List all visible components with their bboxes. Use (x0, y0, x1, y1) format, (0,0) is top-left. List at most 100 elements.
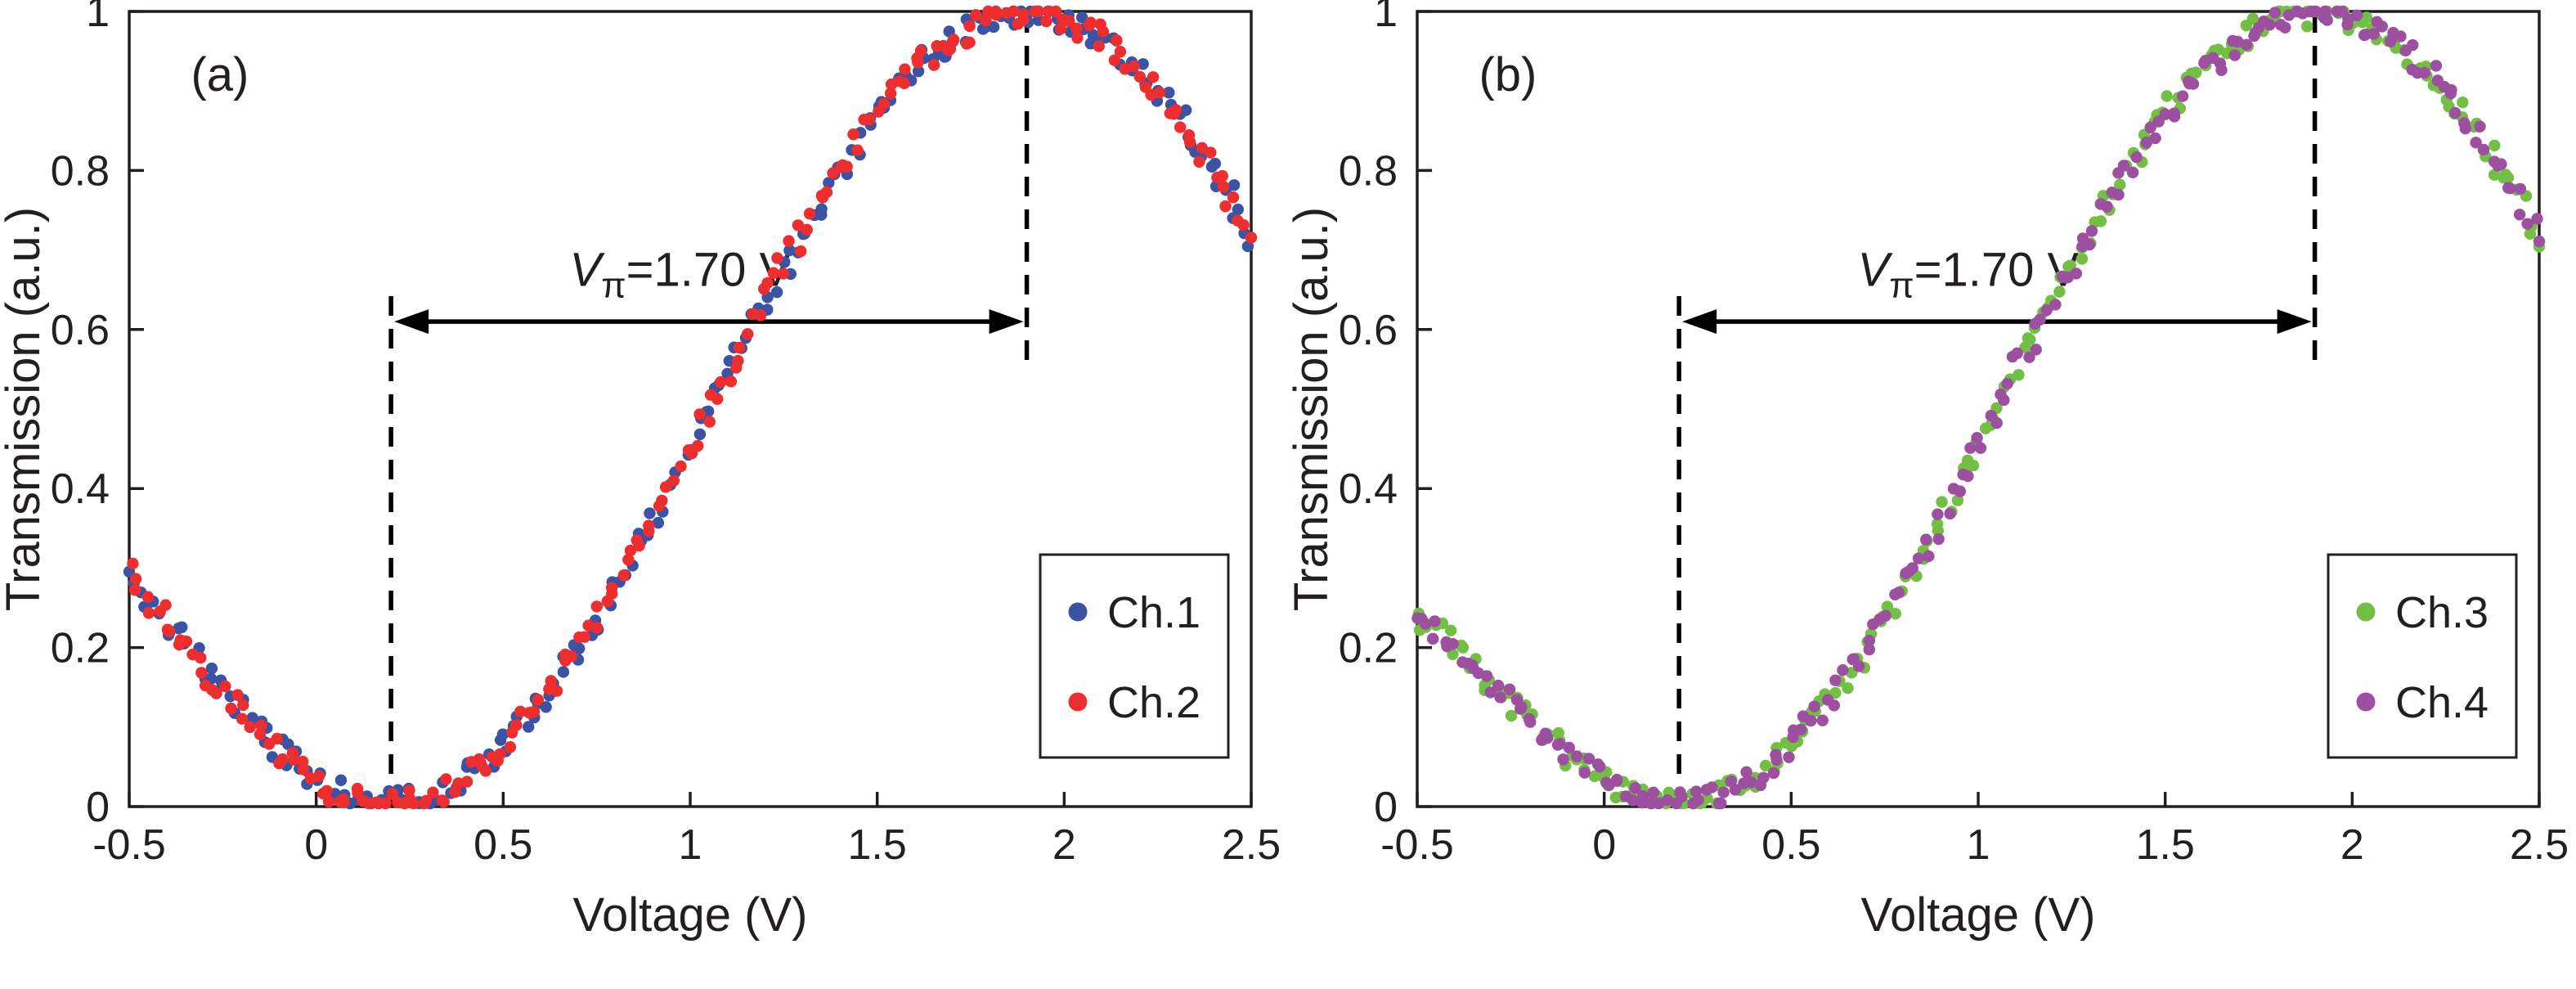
data-point (2445, 83, 2457, 97)
data-point (1729, 784, 1742, 796)
data-point (1647, 786, 1660, 798)
vpi-arrow-head-left (1682, 309, 1717, 335)
data-point (312, 770, 325, 782)
data-point (2474, 120, 2486, 133)
axis-ticks: -0.5 0 0.5 1 1.5 2 2.500.20.40.60.81 (1339, 0, 2569, 869)
data-point (823, 177, 835, 189)
data-point (1216, 169, 1228, 182)
data-point (271, 732, 283, 745)
data-point (276, 753, 289, 766)
data-point (173, 623, 185, 635)
data-point (1183, 136, 1196, 148)
panel-label: (b) (1479, 48, 1537, 101)
data-point (420, 794, 433, 807)
vpi-arrow-head-left (394, 309, 429, 335)
legend-marker-ch1 (1068, 602, 1088, 622)
data-point (1828, 699, 1840, 712)
data-point (1816, 714, 1829, 726)
data-point (899, 63, 911, 75)
data-point (1108, 54, 1121, 66)
data-point (407, 797, 420, 810)
data-point (1676, 790, 1688, 802)
data-point (942, 44, 955, 56)
data-point (1050, 5, 1062, 18)
data-point (643, 519, 655, 532)
data-point (1923, 550, 1935, 563)
data-point (732, 354, 744, 367)
data-point (2521, 218, 2533, 230)
data-point (2430, 60, 2443, 72)
data-point (1944, 507, 1956, 520)
data-point (1829, 674, 1842, 686)
y-tick-label: 0.8 (1339, 147, 1398, 195)
data-point (1808, 700, 1820, 713)
data-point (2159, 108, 2171, 120)
data-point (532, 694, 545, 706)
legend-label-ch3: Ch.3 (2395, 588, 2488, 637)
data-point (617, 569, 630, 582)
data-point (522, 721, 535, 733)
data-point (703, 416, 716, 428)
y-tick-label: 0 (1374, 784, 1398, 831)
data-point (1097, 25, 1110, 38)
data-point (1557, 753, 1569, 766)
legend: Ch.3 Ch.4 (2327, 553, 2518, 759)
data-point (2513, 209, 2526, 221)
data-point (1032, 5, 1044, 18)
data-point (2060, 271, 2072, 284)
data-point (1444, 624, 1457, 636)
data-point (504, 741, 517, 753)
data-point (1852, 660, 1865, 672)
data-point (2126, 166, 2139, 179)
data-point (334, 774, 348, 787)
x-tick-label: 2 (2340, 821, 2364, 869)
data-point (321, 784, 333, 797)
data-point (693, 428, 707, 441)
data-point (2269, 7, 2282, 19)
data-point (1627, 794, 1640, 807)
y-tick-label: 1 (1374, 0, 1398, 36)
data-point (1740, 766, 1752, 779)
data-point (2531, 213, 2543, 225)
data-point (761, 276, 774, 290)
data-point (2112, 188, 2125, 201)
data-point (386, 788, 398, 800)
data-point (1232, 203, 1245, 216)
data-point (142, 607, 155, 619)
data-point (1169, 104, 1183, 116)
data-point (2321, 14, 2333, 26)
data-point (1217, 180, 1229, 193)
data-point (1503, 683, 1516, 695)
data-point (2514, 182, 2527, 196)
data-point (794, 245, 807, 258)
data-point (2457, 96, 2469, 109)
data-point (127, 557, 139, 570)
data-point (2085, 225, 2098, 237)
data-point (1920, 533, 1932, 546)
data-point (1892, 587, 1905, 599)
data-point (692, 439, 704, 452)
data-point (590, 622, 604, 634)
data-point (1783, 751, 1795, 763)
data-point (1093, 40, 1105, 52)
data-point (1962, 470, 1974, 483)
legend: Ch.1 Ch.2 (1039, 553, 1230, 759)
data-point (633, 539, 645, 552)
data-point (815, 203, 828, 215)
data-point (2190, 66, 2202, 79)
data-point (2459, 122, 2471, 135)
y-tick-label: 0.4 (1339, 465, 1398, 513)
data-point (1426, 632, 1439, 645)
data-point (777, 267, 789, 280)
data-point (1842, 681, 1854, 695)
data-point (244, 721, 256, 734)
data-point (2023, 351, 2035, 363)
vpi-arrow-head-right (989, 309, 1024, 335)
legend-marker-ch2 (1068, 692, 1088, 712)
y-tick-label: 0.2 (1339, 625, 1398, 672)
data-point (877, 97, 890, 110)
data-point (2449, 106, 2462, 119)
data-point (159, 599, 172, 611)
data-point (2232, 35, 2244, 48)
data-point (912, 65, 925, 78)
